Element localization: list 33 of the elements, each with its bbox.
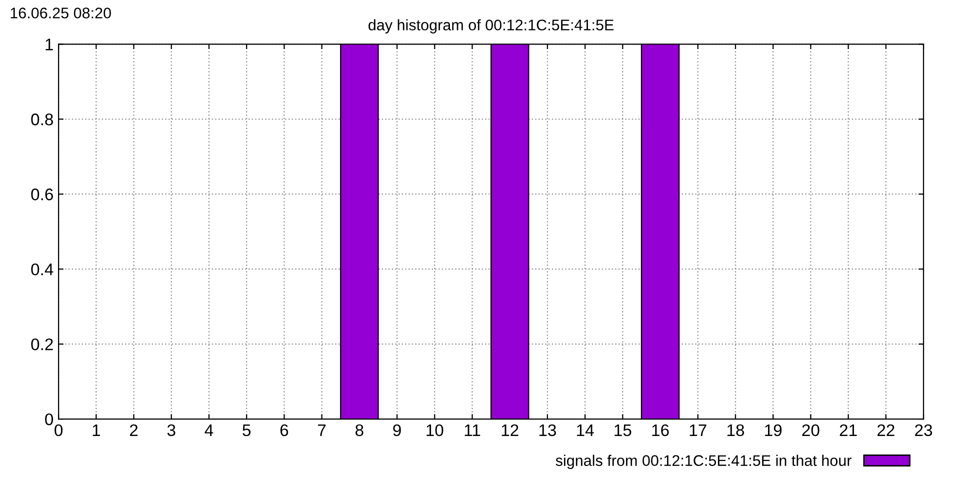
x-tick-label: 2 bbox=[130, 424, 138, 436]
y-tick-label: 0 bbox=[45, 413, 54, 426]
x-tick-label: 19 bbox=[765, 424, 782, 436]
x-tick-label: 1 bbox=[92, 424, 100, 436]
y-tick-label: 0.4 bbox=[31, 263, 54, 276]
x-tick-label: 21 bbox=[840, 424, 857, 436]
x-tick-label: 7 bbox=[318, 424, 326, 436]
chart-title: day histogram of 00:12:1C:5E:41:5E bbox=[368, 19, 614, 34]
y-tick-label: 0.8 bbox=[31, 114, 53, 126]
y-tick-label: 0.6 bbox=[31, 188, 53, 200]
x-tick-label: 14 bbox=[577, 424, 594, 436]
x-tick-label: 0 bbox=[54, 424, 63, 436]
x-tick-label: 10 bbox=[426, 424, 444, 436]
x-tick-label: 12 bbox=[502, 424, 518, 436]
text: 16.06.25 08:20 bbox=[10, 8, 111, 18]
x-tick-label: 3 bbox=[167, 424, 176, 436]
y-tick-label: 1 bbox=[46, 38, 53, 50]
x-tick-label: 15 bbox=[614, 424, 632, 436]
x-tick-label: 4 bbox=[204, 424, 214, 436]
x-tick-label: 23 bbox=[915, 424, 932, 436]
x-tick-label: 22 bbox=[877, 424, 894, 436]
legend-label: signals from 00:12:1C:5E:41:5E in that hour bbox=[556, 454, 852, 470]
x-tick-label: 8 bbox=[356, 424, 364, 436]
x-tick-label: 9 bbox=[393, 424, 401, 436]
x-tick-label: 16 bbox=[652, 424, 669, 436]
y-tick-label: 0.2 bbox=[31, 338, 53, 350]
x-tick-label: 20 bbox=[802, 424, 820, 436]
x-tick-label: 5 bbox=[242, 424, 251, 436]
x-tick-label: 13 bbox=[539, 424, 556, 436]
x-tick-label: 6 bbox=[280, 424, 288, 436]
x-tick-label: 11 bbox=[464, 424, 480, 436]
x-tick-label: 17 bbox=[690, 424, 706, 436]
x-tick-label: 18 bbox=[727, 424, 744, 436]
